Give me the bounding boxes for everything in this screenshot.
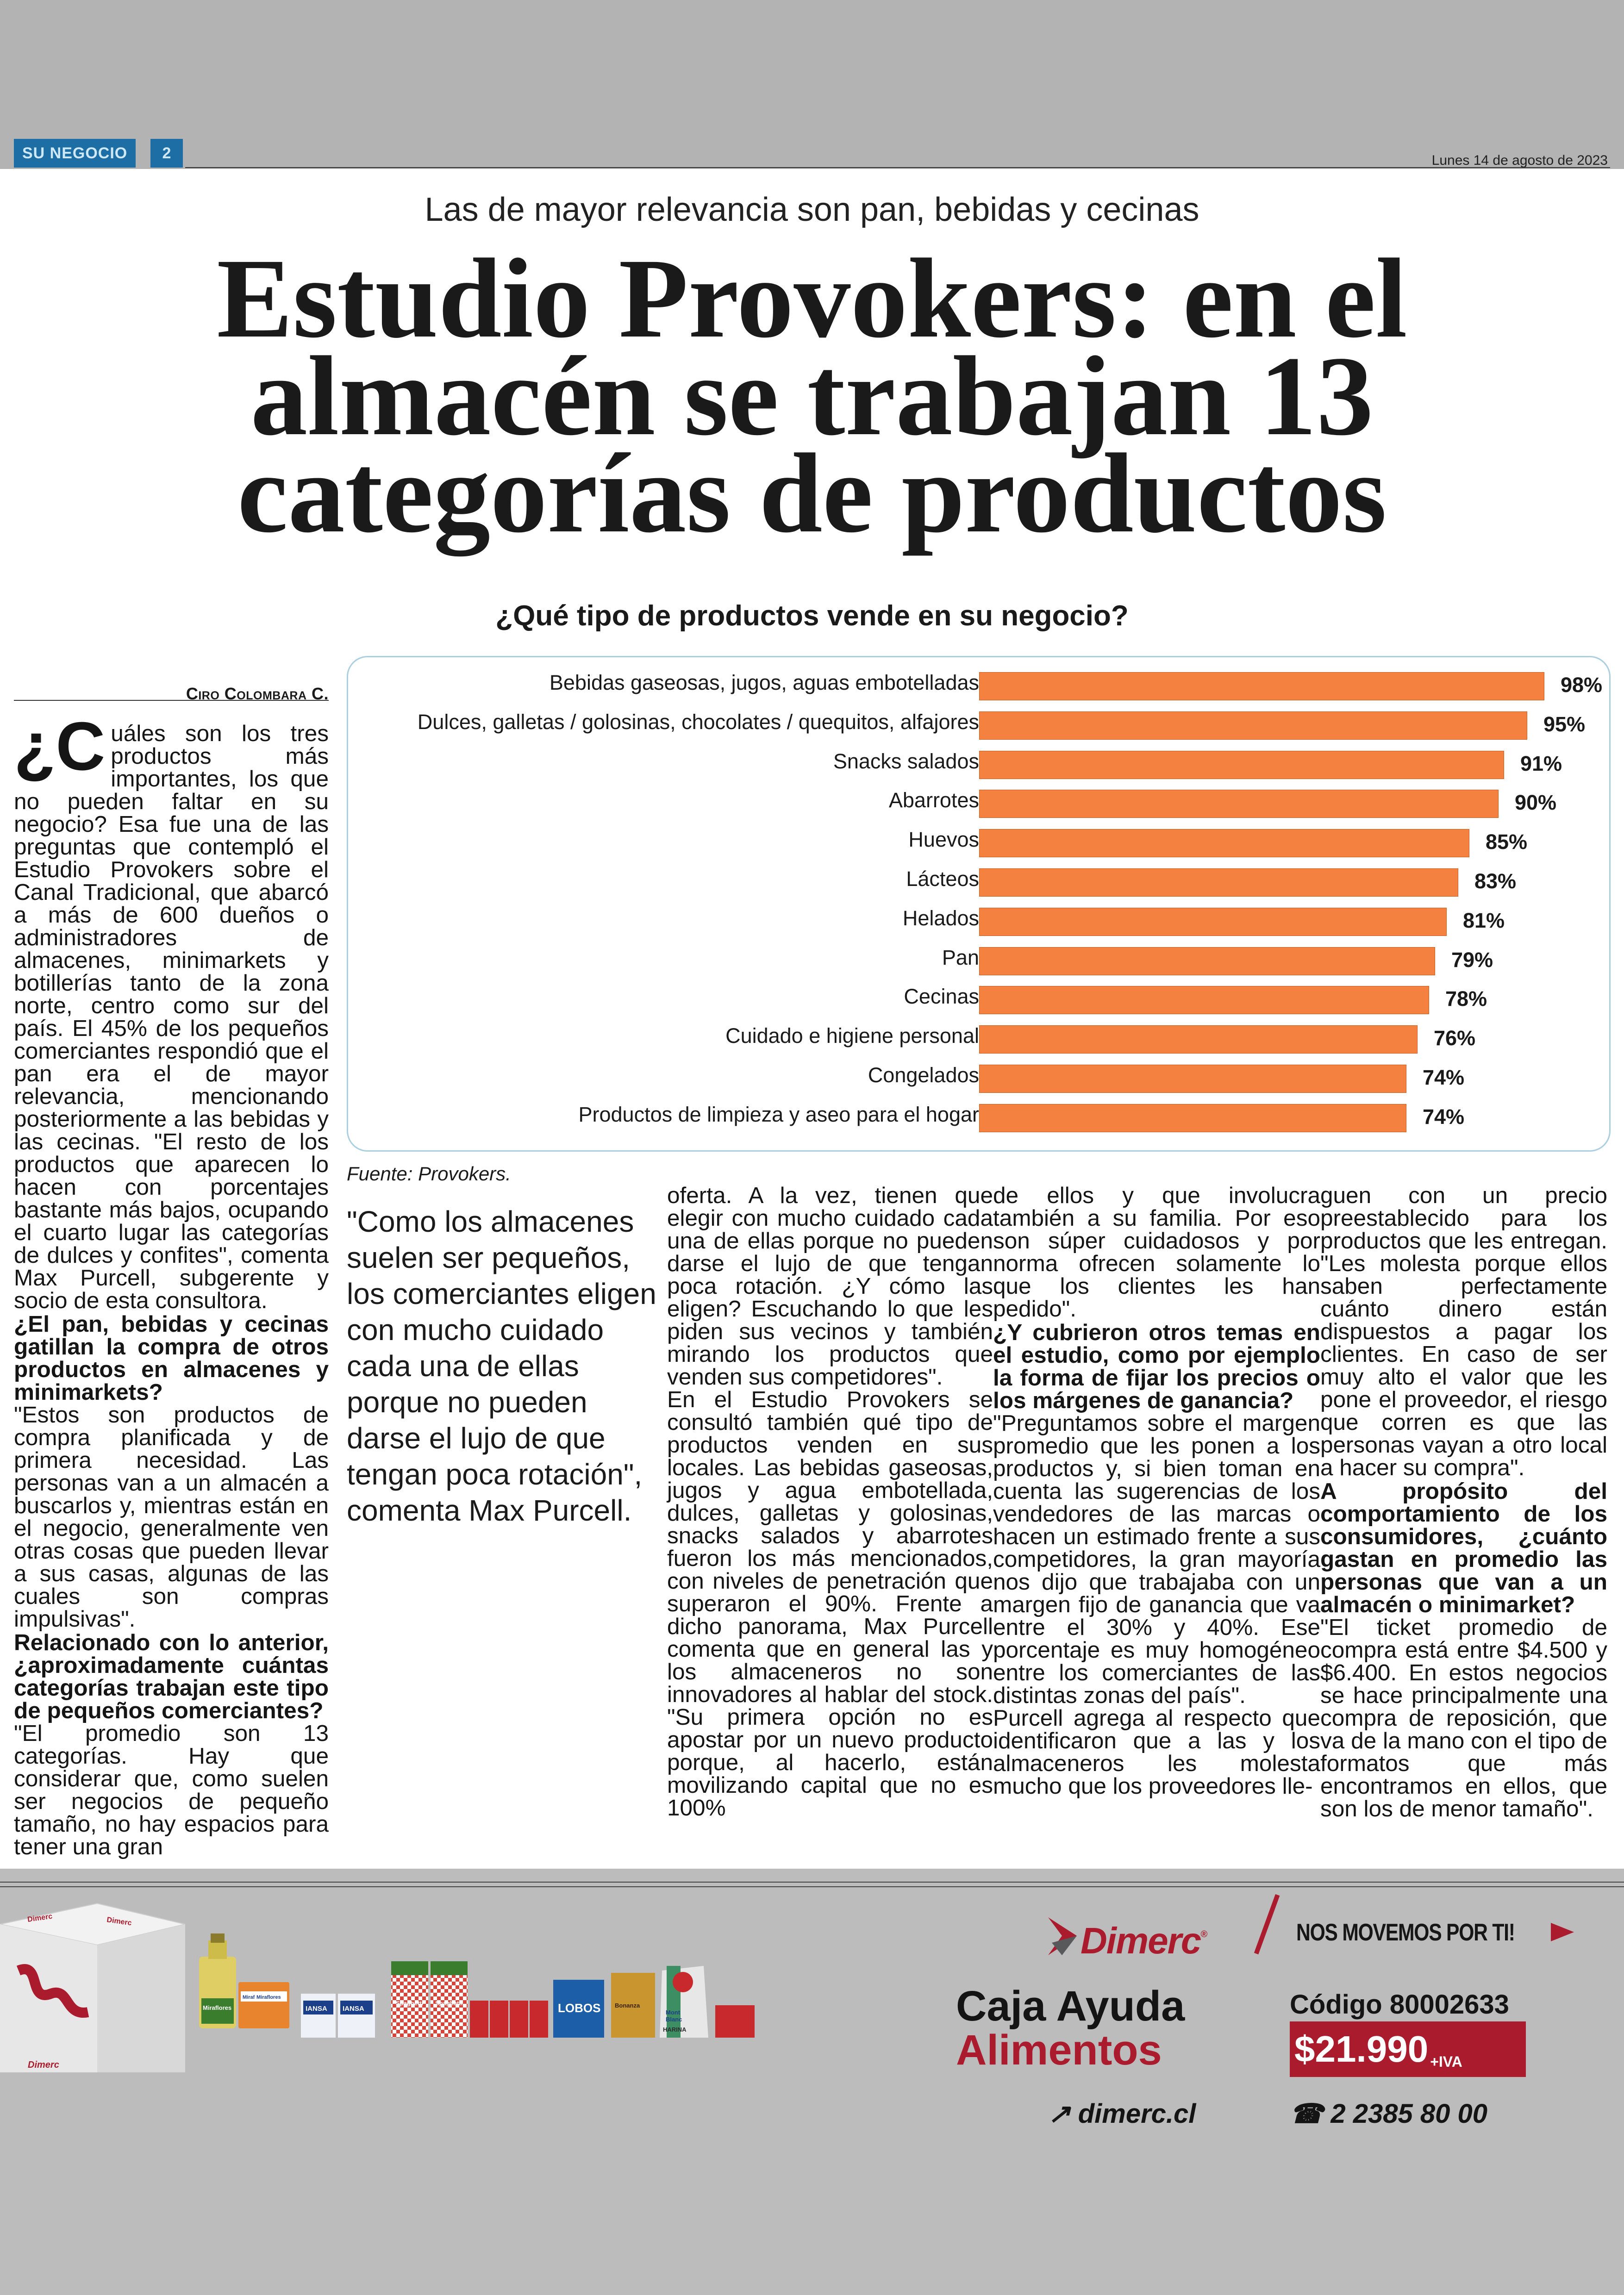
svg-text:Dimerc: Dimerc <box>28 2060 59 2070</box>
svg-text:Miraflores: Miraflores <box>256 1995 281 2000</box>
svg-text:Spaghetti: Spaghetti <box>396 2000 423 2007</box>
svg-text:Bonanza: Bonanza <box>615 2002 640 2009</box>
svg-text:Blanc: Blanc <box>666 2016 682 2023</box>
svg-text:IANSA: IANSA <box>306 2005 327 2013</box>
svg-text:IANSA: IANSA <box>343 2005 364 2013</box>
svg-text:Spaghetti: Spaghetti <box>435 2000 462 2007</box>
svg-text:Dimerc®: Dimerc® <box>1081 1920 1207 1961</box>
svg-text:Mont: Mont <box>666 2009 681 2016</box>
svg-text:HARINA: HARINA <box>663 2026 687 2033</box>
svg-text:LOBOS: LOBOS <box>558 2001 600 2015</box>
svg-text:Miraflores: Miraflores <box>203 2004 231 2011</box>
